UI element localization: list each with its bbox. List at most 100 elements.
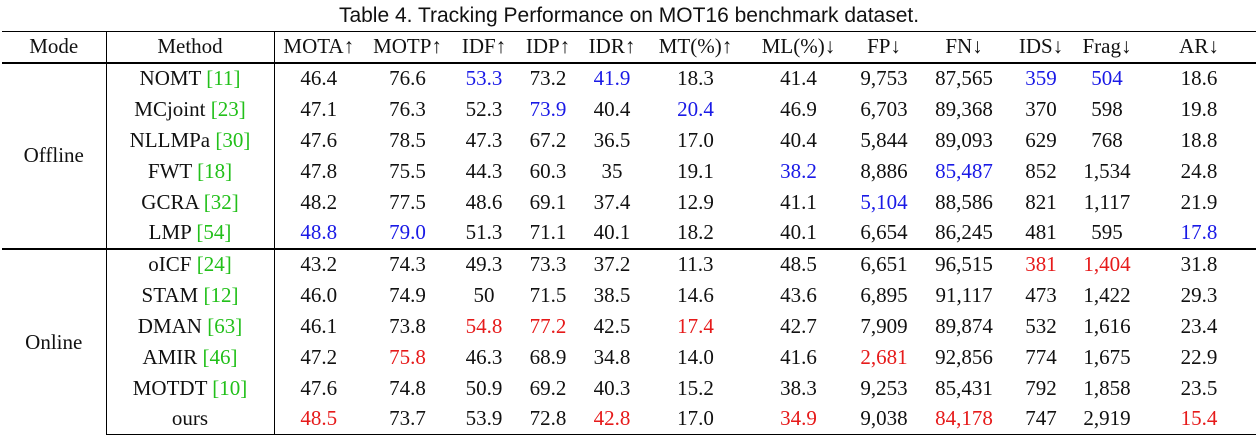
citation-number[interactable]: 23 [217,96,239,121]
citation-number[interactable]: 46 [209,344,231,369]
method-cell: NLLMPa [30] [106,124,275,156]
method-cell: DMAN [63] [106,310,275,342]
table-row: MOTDT [10] 47.6 74.8 50.9 69.2 40.3 15.2 38.3 9,… [2,372,1256,404]
value-cell-motp: 74.8 [389,375,426,400]
value-cell-fn: 92,856 [935,344,993,369]
value-cell-idr: 34.8 [593,344,631,369]
citation-link[interactable]: [46] [202,344,238,369]
citation-number[interactable]: 12 [210,282,232,307]
value-cell-idf: 44.3 [465,158,503,183]
citation-link[interactable]: [12] [203,282,239,307]
value-cell-ids: 629 [1025,127,1057,152]
value-cell-ids: 370 [1025,96,1057,121]
value-cell-frag: 1,404 [1072,247,1142,280]
value-cell-ml: 41.1 [780,189,817,214]
value-cell-motp: 75.5 [389,158,426,183]
header-fn: FN↓ [945,34,983,59]
method-cell: FWT [18] [106,155,275,187]
header-idr: IDR↑ [588,34,636,59]
value-cell-ids: 852 [1025,158,1057,183]
value-cell-ar: 21.9 [1180,189,1218,214]
citation-link[interactable]: [30] [215,127,251,152]
method-name: MOTDT [132,375,208,400]
value-cell-mt: 17.0 [644,403,747,435]
value-cell-idr: 35 [601,158,623,183]
value-cell-fp: 6,703 [860,96,908,121]
value-cell-fn: 96,515 [918,247,1010,280]
value-cell-frag: 504 [1072,61,1142,94]
value-cell-motp: 73.7 [363,403,452,435]
table-row: Offline NOMT [11] 46.4 76.6 53.3 73.2 41.9 18.3… [2,61,1256,249]
value-cell-mt: 14.6 [677,282,714,307]
citation-link[interactable]: [54] [196,220,232,244]
value-cell-motp: 79.0 [389,220,426,244]
method-name: GCRA [141,189,199,214]
value-cell-ml: 48.5 [747,247,850,280]
citation-link[interactable]: [11] [206,66,241,90]
value-cell-ids: 381 [1010,247,1072,280]
value-cell-idp: 67.2 [529,127,567,152]
value-cell-fn: 89,368 [935,96,993,121]
value-cell-fp: 5,104 [860,189,908,214]
citation-number[interactable]: 11 [213,66,234,90]
citation-number[interactable]: 24 [203,252,225,276]
value-cell-mota: 47.6 [300,375,338,400]
value-cell-fp: 6,895 [860,282,908,307]
mode-cell-online: Online [2,247,107,435]
value-cell-idr: 41.9 [580,61,644,94]
value-cell-frag: 595 [1091,220,1123,244]
table-row: STAM [12] 46.0 74.9 50 71.5 38.5 14.6 43.6 6,895… [2,279,1256,311]
value-cell-idr: 40.4 [593,96,631,121]
value-cell-ar: 23.5 [1180,375,1218,400]
value-cell-fn: 91,117 [935,282,993,307]
value-cell-ml: 40.1 [780,220,817,244]
value-cell-idp: 69.1 [529,189,567,214]
table-row: GCRA [32] 48.2 77.5 48.6 69.1 37.4 12.9 41.1 5,1… [2,186,1256,218]
table-row: AMIR [46] 47.2 75.8 46.3 68.9 34.8 14.0 41.6 2,6… [2,341,1256,373]
value-cell-motp: 74.9 [389,282,426,307]
citation-link[interactable]: [10] [212,375,248,400]
method-name: NLLMPa [129,127,211,152]
citation-link[interactable]: [63] [207,313,243,338]
citation-number[interactable]: 54 [203,220,225,244]
value-cell-idf: 53.9 [452,403,516,435]
value-cell-idf: 47.3 [465,127,503,152]
value-cell-ml: 40.4 [780,127,817,152]
value-cell-ml: 38.2 [780,158,817,183]
method-cell: ours [106,403,275,435]
citation-number[interactable]: 10 [219,375,241,400]
citation-link[interactable]: [18] [197,158,233,183]
value-cell-mt: 11.3 [644,247,747,280]
value-cell-motp: 76.6 [363,61,452,94]
value-cell-idp: 73.2 [516,61,580,94]
citation-link[interactable]: [24] [196,252,232,276]
value-cell-mt: 14.0 [677,344,714,369]
table-row: DMAN [63] 46.1 73.8 54.8 77.2 42.5 17.4 42.7 7,9… [2,310,1256,342]
value-cell-mt: 12.9 [677,189,714,214]
citation-link[interactable]: [23] [210,96,246,121]
citation-number[interactable]: 18 [204,158,226,183]
value-cell-fp: 2,681 [860,344,908,369]
citation-link[interactable]: [32] [203,189,239,214]
value-cell-ml: 43.6 [780,282,817,307]
header-mota: MOTA↑ [283,34,355,59]
method-name: NOMT [139,66,201,90]
value-cell-idp: 72.8 [516,403,580,435]
value-cell-idr: 42.8 [580,403,644,435]
value-cell-mota: 48.5 [274,403,363,435]
value-cell-idf: 50 [473,282,495,307]
value-cell-frag: 768 [1091,127,1123,152]
value-cell-idp: 71.1 [529,220,567,244]
header-idf: IDF↑ [461,34,507,59]
value-cell-idr: 37.2 [580,247,644,280]
method-name: AMIR [142,344,198,369]
method-name: oICF [148,252,192,276]
value-cell-idr: 36.5 [593,127,631,152]
value-cell-ar: 31.8 [1142,247,1256,280]
citation-number[interactable]: 63 [214,313,236,338]
method-cell: MCjoint [23] [106,93,275,125]
value-cell-frag: 1,534 [1083,158,1131,183]
citation-number[interactable]: 30 [222,127,244,152]
citation-number[interactable]: 32 [210,189,232,214]
method-name: FWT [147,158,192,183]
